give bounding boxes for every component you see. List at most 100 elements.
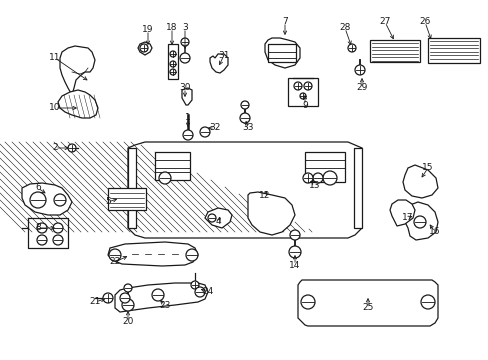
Circle shape [312,173,323,183]
Circle shape [53,235,63,245]
Text: 26: 26 [418,18,430,27]
Circle shape [323,171,336,185]
Circle shape [241,101,248,109]
Text: 32: 32 [209,123,220,132]
Text: 11: 11 [49,54,61,63]
Text: 14: 14 [289,261,300,270]
Circle shape [122,299,134,311]
Circle shape [207,214,216,222]
Polygon shape [58,90,98,118]
Circle shape [37,223,47,233]
Text: 23: 23 [159,301,170,310]
Bar [427,38,479,63]
Bar [168,44,178,79]
Circle shape [288,246,301,258]
Circle shape [68,144,76,152]
Polygon shape [115,283,207,312]
Circle shape [240,113,249,123]
Text: 33: 33 [242,123,253,132]
Polygon shape [108,242,198,266]
Bar [108,188,146,210]
Circle shape [301,295,314,309]
Bar [353,148,361,228]
Text: 6: 6 [35,184,41,193]
Circle shape [420,295,434,309]
Circle shape [30,192,46,208]
Circle shape [159,172,171,184]
Polygon shape [138,42,152,55]
Bar [369,40,419,62]
Circle shape [191,281,199,289]
Text: 16: 16 [428,228,440,237]
Circle shape [53,223,63,233]
Polygon shape [264,38,299,68]
Circle shape [293,82,302,90]
Circle shape [354,65,364,75]
Circle shape [140,44,148,52]
Text: 28: 28 [339,23,350,32]
Text: 27: 27 [379,18,390,27]
Polygon shape [209,54,227,73]
Circle shape [299,93,305,99]
Text: 3: 3 [182,23,187,32]
Circle shape [109,249,121,261]
Text: 9: 9 [302,100,307,109]
Text: 15: 15 [421,163,433,172]
Polygon shape [60,46,95,95]
Circle shape [54,194,66,206]
Circle shape [170,61,176,67]
Text: 8: 8 [35,224,41,233]
Circle shape [289,230,299,240]
Bar [305,152,345,182]
Circle shape [170,69,176,75]
Text: 21: 21 [89,297,101,306]
Circle shape [195,287,204,297]
Circle shape [304,82,311,90]
Circle shape [303,173,312,183]
Polygon shape [22,183,72,215]
Text: 13: 13 [308,180,320,189]
Polygon shape [204,208,231,228]
Bar [155,152,190,180]
Bar [287,78,317,106]
Polygon shape [404,202,437,240]
Polygon shape [182,88,192,105]
Text: 1: 1 [185,113,190,122]
Circle shape [181,38,189,46]
Circle shape [185,249,198,261]
Text: 20: 20 [122,318,133,327]
Text: 29: 29 [356,84,367,93]
Text: 25: 25 [362,303,373,312]
Bar [267,44,295,62]
Polygon shape [247,192,294,235]
Circle shape [120,293,130,303]
Circle shape [103,293,113,303]
Text: 17: 17 [402,213,413,222]
Circle shape [347,44,355,52]
Circle shape [152,289,163,301]
Text: 7: 7 [282,18,287,27]
Bar [128,148,136,228]
Text: 24: 24 [202,288,213,297]
Text: 5: 5 [105,198,111,207]
Text: 22: 22 [109,257,121,266]
Text: 10: 10 [49,104,61,112]
Text: 12: 12 [259,190,270,199]
Text: 18: 18 [166,23,177,32]
Circle shape [124,284,132,292]
Polygon shape [297,280,437,326]
Circle shape [183,130,193,140]
Polygon shape [128,142,361,238]
Text: 31: 31 [218,50,229,59]
Text: 2: 2 [52,144,58,153]
Circle shape [180,53,190,63]
Circle shape [37,235,47,245]
Circle shape [170,51,176,57]
Circle shape [200,127,209,137]
Text: 4: 4 [215,217,221,226]
Polygon shape [402,165,437,198]
Text: 19: 19 [142,26,153,35]
Polygon shape [389,200,414,226]
Text: 30: 30 [179,84,190,93]
Circle shape [413,216,425,228]
